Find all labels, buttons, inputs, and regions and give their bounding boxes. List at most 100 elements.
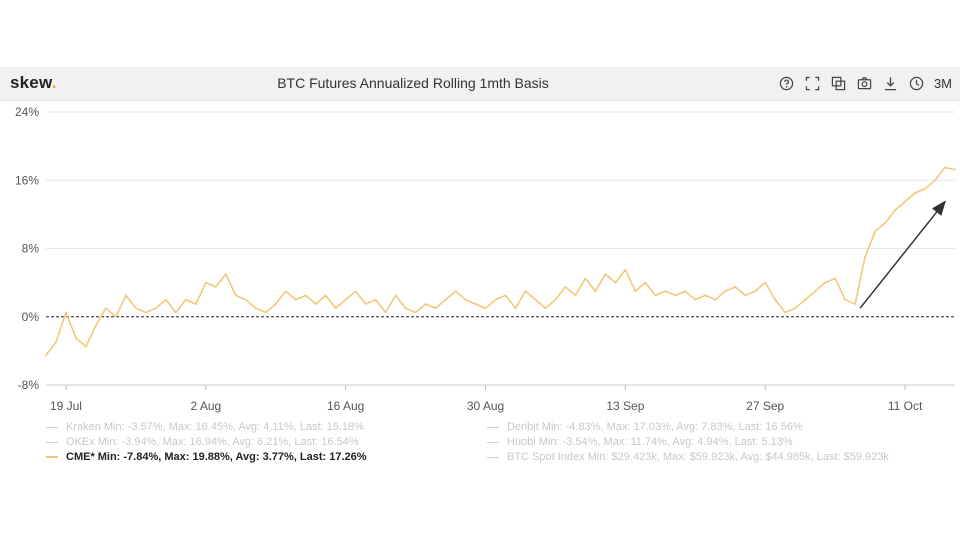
data-point	[274, 303, 277, 305]
data-point	[194, 303, 197, 305]
data-point	[414, 311, 417, 314]
data-point	[384, 311, 387, 314]
y-grid	[46, 111, 955, 386]
data-point	[264, 311, 267, 314]
data-point	[374, 298, 377, 301]
data-point	[294, 298, 297, 301]
data-point	[334, 307, 337, 310]
chart-title: BTC Futures Annualized Rolling 1mth Basi…	[277, 75, 549, 91]
data-point	[824, 281, 827, 284]
legend-swatch	[487, 426, 499, 428]
clock-icon[interactable]	[907, 73, 927, 93]
range-selector[interactable]: 3M	[933, 75, 952, 91]
arrow-line	[859, 200, 946, 309]
legend-item-huobi[interactable]: Huobi Min: -3.54%, Max: 11.74%, Avg: 4.94…	[487, 436, 793, 448]
data-point	[254, 307, 257, 310]
legend-item-deribit[interactable]: Deribit Min: -4.83%, Max: 17.03%, Avg: 7.…	[487, 421, 803, 433]
camera-icon[interactable]	[855, 73, 875, 93]
data-point	[744, 294, 747, 297]
data-point	[864, 256, 866, 258]
data-point	[704, 294, 707, 297]
data-point	[164, 298, 167, 301]
y-tick-label: 16%	[15, 173, 39, 187]
legend-item-okex[interactable]: OKEx Min: -3.94%, Max: 16.94%, Avg: 6.21%…	[46, 436, 359, 448]
data-point	[734, 285, 737, 288]
data-point	[394, 294, 397, 297]
y-tick-label: -8%	[18, 378, 40, 392]
legend-item-btc-spot-index[interactable]: BTC Spot Index Min: $29.423k, Max: $59.92…	[487, 451, 889, 463]
x-tick-label: 30 Aug	[467, 399, 504, 413]
data-point	[144, 311, 147, 314]
data-point	[434, 307, 437, 310]
data-point	[464, 298, 467, 301]
trend-arrow	[859, 200, 946, 309]
data-point	[854, 303, 857, 305]
download-icon[interactable]	[881, 73, 901, 93]
series-line-cme	[45, 166, 956, 356]
data-point	[804, 298, 807, 301]
data-point	[214, 285, 217, 288]
x-tick-label: 2 Aug	[190, 399, 221, 413]
data-point	[524, 290, 527, 293]
legend-name: OKEx	[66, 436, 95, 448]
data-point	[154, 307, 157, 310]
data-point	[774, 298, 777, 301]
legend-item-cme[interactable]: CME* Min: -7.84%, Max: 19.88%, Avg: 3.77%…	[46, 451, 367, 463]
x-tick-label: 11 Oct	[888, 399, 923, 413]
data-point	[724, 290, 727, 293]
data-point	[444, 298, 447, 301]
data-point	[814, 290, 817, 293]
data-point	[284, 290, 287, 293]
data-point	[65, 311, 67, 314]
copy-icon[interactable]	[829, 73, 849, 93]
data-point	[484, 307, 487, 310]
legend-swatch	[487, 441, 499, 443]
data-point	[644, 281, 647, 284]
data-point	[934, 179, 936, 182]
data-point	[184, 298, 187, 301]
data-point	[504, 294, 507, 297]
legend-swatch	[46, 456, 58, 458]
legend-stats: Min: -4.83%, Max: 17.03%, Avg: 7.83%, La…	[541, 421, 803, 433]
data-point	[594, 290, 597, 293]
data-point	[224, 273, 227, 275]
legend-swatch	[46, 441, 58, 443]
data-point	[694, 298, 697, 301]
chart-header: skew. BTC Futures Annualized Rolling 1mt…	[0, 67, 960, 101]
data-point	[304, 294, 307, 297]
data-point	[664, 290, 667, 293]
data-point	[784, 311, 787, 314]
data-point	[584, 277, 587, 280]
legend-item-kraken[interactable]: Kraken Min: -3.57%, Max: 16.45%, Avg: 4.1…	[46, 421, 364, 433]
x-tick-label: 19 Jul	[50, 399, 82, 413]
series-points	[45, 166, 956, 357]
data-point	[115, 315, 117, 318]
chart-toolbar: 3M	[777, 73, 952, 93]
legend-name: CME*	[66, 451, 95, 463]
data-point	[424, 303, 427, 305]
logo-text: skew	[10, 73, 52, 92]
x-tick-label: 16 Aug	[327, 399, 364, 413]
data-point	[634, 290, 637, 293]
data-point	[884, 222, 886, 224]
legend-stats: Min: $29.423k, Max: $59.923k, Avg: $44.9…	[587, 451, 889, 463]
data-point	[344, 298, 347, 301]
data-point	[75, 337, 77, 339]
y-tick-label: 24%	[15, 105, 39, 119]
data-point	[564, 285, 567, 288]
data-point	[494, 298, 497, 301]
help-icon[interactable]	[777, 73, 797, 93]
data-point	[794, 307, 797, 310]
fullscreen-icon[interactable]	[803, 73, 823, 93]
legend-swatch	[46, 426, 58, 428]
data-point	[844, 298, 847, 301]
legend-swatch	[487, 456, 499, 458]
data-point	[324, 294, 327, 297]
data-point	[454, 290, 457, 293]
x-tick-label: 13 Sep	[606, 399, 644, 413]
data-point	[834, 277, 837, 280]
data-point	[944, 166, 946, 169]
data-point	[894, 209, 896, 212]
data-point	[954, 168, 956, 171]
legend-stats: Min: -3.94%, Max: 16.94%, Avg: 6.21%, La…	[97, 436, 359, 448]
